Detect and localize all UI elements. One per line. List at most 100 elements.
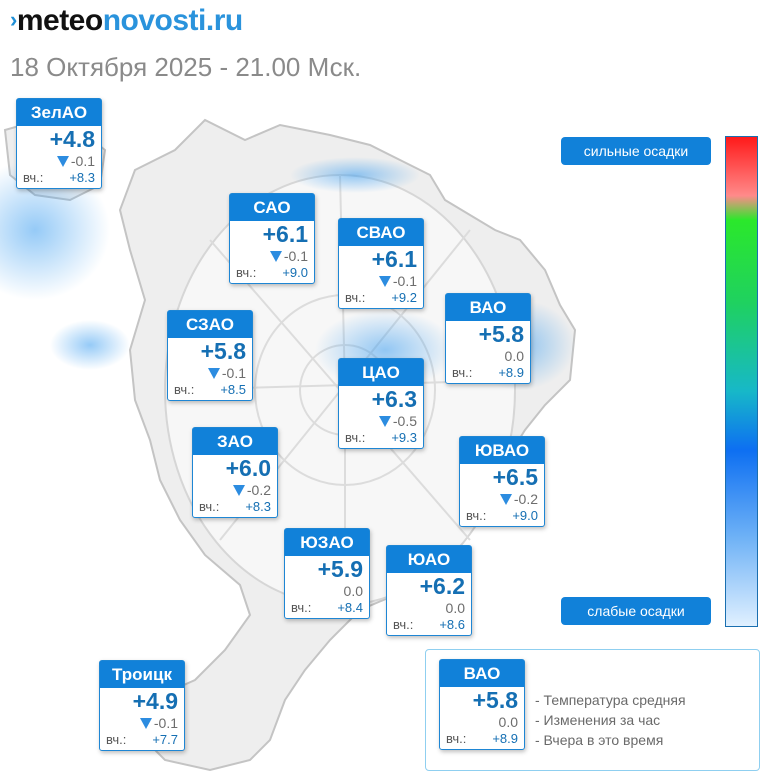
district-card[interactable]: ЗелАО +4.8 -0.1 вч.: +8.3: [16, 98, 102, 189]
district-name: ЗАО: [193, 428, 277, 455]
yesterday-row: вч.: +9.3: [339, 429, 423, 448]
yesterday-temperature: +8.9: [492, 731, 518, 746]
average-temperature: +6.1: [371, 246, 417, 272]
down-arrow-icon: [232, 485, 245, 496]
yesterday-label: вч.:: [393, 617, 414, 632]
district-card[interactable]: ЮВАО +6.5 -0.2 вч.: +9.0: [459, 436, 545, 527]
yesterday-label: вч.:: [106, 732, 127, 747]
hourly-change: 0.0: [440, 714, 524, 730]
legend-line-yesterday: - Вчера в это время: [535, 732, 664, 748]
average-temperature: +5.9: [317, 556, 363, 582]
yesterday-temperature: +9.3: [391, 430, 417, 445]
legend-lines: - Температура средняя - Изменения за час…: [535, 690, 686, 750]
precip-area: [0, 160, 110, 300]
yesterday-label: вч.:: [345, 430, 366, 445]
yesterday-label: вч.:: [446, 731, 467, 746]
yesterday-row: вч.: +8.9: [446, 364, 530, 383]
district-card[interactable]: Троицк +4.9 -0.1 вч.: +7.7: [99, 660, 185, 751]
legend-sample-card[interactable]: ВАО +5.8 0.0 вч.: +8.9: [439, 659, 525, 750]
down-arrow-icon: [139, 718, 152, 729]
scale-high-label: сильные осадки: [561, 137, 711, 165]
average-temperature: +6.2: [419, 573, 465, 599]
yesterday-label: вч.:: [345, 290, 366, 305]
down-arrow-icon: [378, 276, 391, 287]
yesterday-temperature: +9.0: [282, 265, 308, 280]
district-card[interactable]: ЮЗАО +5.9 0.0 вч.: +8.4: [284, 528, 370, 619]
average-temperature: +6.5: [492, 464, 538, 490]
average-temperature: +6.0: [225, 455, 271, 481]
yesterday-row: вч.: +8.5: [168, 381, 252, 400]
precip-area: [50, 320, 130, 370]
change-value: -0.2: [513, 491, 538, 507]
timestamp-subtitle: 18 Октября 2025 - 21.00 Мск.: [10, 52, 362, 82]
district-card[interactable]: ЮАО +6.2 0.0 вч.: +8.6: [386, 545, 472, 636]
district-name: САО: [230, 194, 314, 221]
district-card[interactable]: ЗАО +6.0 -0.2 вч.: +8.3: [192, 427, 278, 518]
hourly-change: 0.0: [387, 600, 471, 616]
change-value: -0.1: [392, 273, 417, 289]
yesterday-temperature: +8.9: [498, 365, 524, 380]
hourly-change: -0.1: [339, 273, 423, 289]
yesterday-row: вч.: +8.3: [17, 169, 101, 188]
district-card[interactable]: СВАО +6.1 -0.1 вч.: +9.2: [338, 218, 424, 309]
hourly-change: -0.1: [230, 248, 314, 264]
change-value: -0.1: [221, 365, 246, 381]
change-value: -0.1: [283, 248, 308, 264]
hourly-change: -0.1: [17, 153, 101, 169]
logo-chevron-icon: ›: [10, 7, 17, 32]
district-name: ЮВАО: [460, 437, 544, 464]
average-temperature: +6.1: [262, 221, 308, 247]
down-arrow-icon: [269, 251, 282, 262]
yesterday-temperature: +8.6: [439, 617, 465, 632]
district-card[interactable]: САО +6.1 -0.1 вч.: +9.0: [229, 193, 315, 284]
district-name: Троицк: [100, 661, 184, 688]
site-logo[interactable]: ›meteonovosti.ru: [10, 4, 243, 37]
district-card[interactable]: СЗАО +5.8 -0.1 вч.: +8.5: [167, 310, 253, 401]
change-value: 0.0: [504, 348, 524, 364]
legend-line-change: - Изменения за час: [535, 712, 661, 728]
yesterday-label: вч.:: [291, 600, 312, 615]
district-name: ЗелАО: [17, 99, 101, 126]
yesterday-row: вч.: +7.7: [100, 731, 184, 750]
yesterday-row: вч.: +9.2: [339, 289, 423, 308]
yesterday-temperature: +8.4: [337, 600, 363, 615]
hourly-change: 0.0: [285, 583, 369, 599]
district-name: ВАО: [446, 294, 530, 321]
district-name: ЮЗАО: [285, 529, 369, 556]
down-arrow-icon: [207, 368, 220, 379]
yesterday-label: вч.:: [236, 265, 257, 280]
hourly-change: -0.5: [339, 413, 423, 429]
yesterday-temperature: +7.7: [152, 732, 178, 747]
yesterday-row: вч.: +8.6: [387, 616, 471, 635]
yesterday-label: вч.:: [452, 365, 473, 380]
legend-line-temp: - Температура средняя: [535, 692, 686, 708]
yesterday-label: вч.:: [199, 499, 220, 514]
yesterday-row: вч.: +9.0: [460, 507, 544, 526]
yesterday-row: вч.: +8.3: [193, 498, 277, 517]
change-value: -0.1: [153, 715, 178, 731]
precipitation-scale-bar: [725, 136, 758, 627]
hourly-change: 0.0: [446, 348, 530, 364]
yesterday-temperature: +8.3: [69, 170, 95, 185]
change-value: -0.5: [392, 413, 417, 429]
hourly-change: -0.1: [168, 365, 252, 381]
district-name: ЮАО: [387, 546, 471, 573]
hourly-change: -0.2: [193, 482, 277, 498]
district-card[interactable]: ЦАО +6.3 -0.5 вч.: +9.3: [338, 358, 424, 449]
yesterday-label: вч.:: [466, 508, 487, 523]
yesterday-label: вч.:: [23, 170, 44, 185]
district-name: ЦАО: [339, 359, 423, 386]
average-temperature: +5.8: [478, 321, 524, 347]
district-card[interactable]: ВАО +5.8 0.0 вч.: +8.9: [445, 293, 531, 384]
down-arrow-icon: [499, 494, 512, 505]
change-value: -0.2: [246, 482, 271, 498]
yesterday-temperature: +9.0: [512, 508, 538, 523]
average-temperature: +5.8: [472, 687, 518, 713]
change-value: 0.0: [445, 600, 465, 616]
yesterday-temperature: +8.5: [220, 382, 246, 397]
yesterday-row: вч.: +8.4: [285, 599, 369, 618]
average-temperature: +4.8: [49, 126, 95, 152]
down-arrow-icon: [56, 156, 69, 167]
yesterday-temperature: +9.2: [391, 290, 417, 305]
hourly-change: -0.2: [460, 491, 544, 507]
